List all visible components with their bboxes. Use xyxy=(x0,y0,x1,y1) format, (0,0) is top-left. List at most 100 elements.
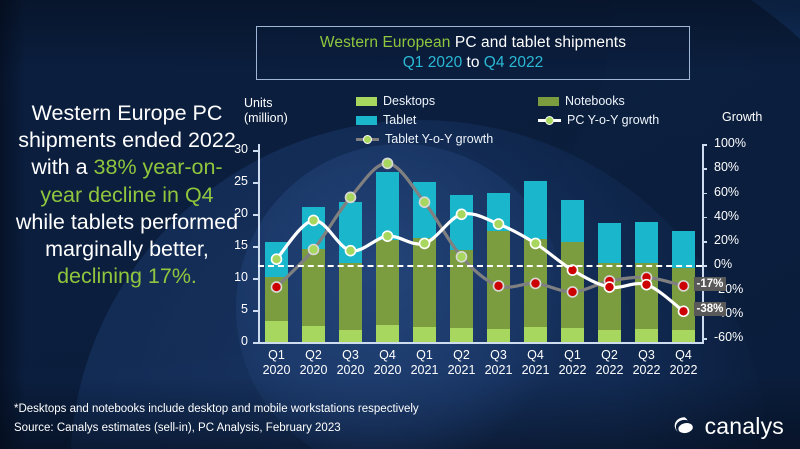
title-period-start: Q1 2020 xyxy=(402,54,463,71)
data-point-tablet-growth xyxy=(455,250,468,263)
right-axis-line xyxy=(702,144,704,344)
legend-item-tablet-growth[interactable]: Tablet Y-o-Y growth xyxy=(356,132,493,146)
right-tick-label: 20% xyxy=(714,233,740,247)
x-label-quarter: Q4 xyxy=(675,348,692,362)
right-tick-label: -60% xyxy=(714,330,744,344)
data-point-tablet-growth xyxy=(270,281,283,293)
bar-segment-desktops xyxy=(635,328,658,342)
bar-segment-desktops xyxy=(339,329,362,342)
y-tick-label: 5 xyxy=(241,302,248,316)
footnote-methodology: *Desktops and notebooks include desktop … xyxy=(14,403,419,415)
bar-segment-tablet xyxy=(524,180,547,239)
y-tick xyxy=(253,214,258,216)
bar-segment-desktops xyxy=(487,328,510,342)
x-axis-label: Q1 2022 xyxy=(550,348,596,378)
legend-label-notebooks: Notebooks xyxy=(565,94,625,108)
bar-segment-tablet xyxy=(450,194,473,251)
x-label-year: 2021 xyxy=(521,363,550,377)
x-axis-label: Q4 2020 xyxy=(365,348,411,378)
x-label-quarter: Q1 xyxy=(416,348,433,362)
legend-item-pc-growth[interactable]: PC Y-o-Y growth xyxy=(538,113,659,127)
canalys-wordmark: canalys xyxy=(704,412,784,439)
legend-item-desktops[interactable]: Desktops xyxy=(356,94,435,108)
stacked-bar xyxy=(413,182,436,342)
canalys-logo: canalys xyxy=(670,412,784,440)
legend-item-tablet[interactable]: Tablet xyxy=(356,113,416,127)
footnotes: *Desktops and notebooks include desktop … xyxy=(14,400,419,438)
legend-swatch-tablet xyxy=(356,115,377,125)
line-pc-growth xyxy=(274,212,686,313)
bar-segment-notebooks xyxy=(487,231,510,329)
legend-item-notebooks[interactable]: Notebooks xyxy=(538,94,625,108)
x-axis-label: Q3 2020 xyxy=(328,348,374,378)
x-label-year: 2020 xyxy=(373,363,402,377)
x-axis-label: Q2 2020 xyxy=(291,348,337,378)
right-tick-label: 100% xyxy=(714,136,746,150)
x-label-year: 2022 xyxy=(632,363,661,377)
data-point-pc-growth xyxy=(566,264,579,276)
x-label-quarter: Q3 xyxy=(490,348,507,362)
bar-segment-desktops xyxy=(376,324,399,342)
stacked-bar xyxy=(302,206,325,342)
x-axis-label: Q2 2022 xyxy=(587,348,633,378)
right-tick xyxy=(702,216,707,219)
y-tick xyxy=(253,246,258,248)
right-tick xyxy=(702,168,707,170)
footnote-source: Source: Canalys estimates (sell-in), PC … xyxy=(14,421,341,434)
bar-segment-desktops xyxy=(413,326,436,342)
stacked-bar xyxy=(561,199,584,342)
headline-part-2: while tablets performed marginally bette… xyxy=(15,209,239,261)
bar-segment-desktops xyxy=(672,330,695,342)
data-point-pc-growth xyxy=(418,237,431,250)
x-axis-label: Q1 2021 xyxy=(402,348,448,378)
title-period-end: Q4 2022 xyxy=(483,54,544,71)
x-label-year: 2021 xyxy=(484,363,513,377)
y-tick xyxy=(253,150,258,152)
bar-segment-tablet xyxy=(635,221,658,264)
data-point-pc-growth xyxy=(492,218,505,230)
headline-text: Western Europe PC shipments ended 2022 w… xyxy=(14,100,240,290)
zero-growth-reference-line xyxy=(258,265,702,268)
right-tick xyxy=(702,338,707,340)
x-label-quarter: Q3 xyxy=(638,348,655,362)
legend-swatch-desktops xyxy=(356,96,377,106)
y-tick xyxy=(253,310,258,312)
bar-segment-desktops xyxy=(561,327,584,342)
x-label-quarter: Q2 xyxy=(305,348,322,362)
data-point-pc-growth xyxy=(307,214,320,227)
line-series-group xyxy=(270,157,690,318)
data-point-pc-growth xyxy=(455,208,468,221)
bar-segment-desktops xyxy=(265,320,288,342)
y-tick xyxy=(253,182,258,184)
right-tick xyxy=(702,265,707,267)
bar-segment-notebooks xyxy=(339,263,362,330)
data-point-tablet-growth xyxy=(492,280,505,292)
chart-legend: Desktops Notebooks Tablet PC Y-o-Y growt… xyxy=(350,94,702,148)
right-tick-label: 60% xyxy=(714,184,740,199)
y-axis-title-line-1: Units xyxy=(244,96,273,110)
bar-segment-notebooks xyxy=(450,250,473,328)
right-tick-label: 80% xyxy=(714,160,740,175)
legend-line-pc-growth xyxy=(538,115,561,126)
data-point-pc-growth xyxy=(270,253,283,265)
x-label-quarter: Q3 xyxy=(342,348,359,362)
x-axis-line xyxy=(258,342,702,344)
data-point-pc-growth xyxy=(603,281,616,293)
legend-swatch-notebooks xyxy=(538,96,559,106)
right-axis-title: Growth xyxy=(722,110,763,124)
stacked-bar xyxy=(672,231,695,342)
data-point-tablet-growth xyxy=(344,191,357,204)
x-axis-label: Q3 2022 xyxy=(624,348,670,378)
data-point-tablet-growth xyxy=(381,157,394,170)
legend-label-tablet: Tablet xyxy=(383,113,417,127)
bar-segment-tablet xyxy=(561,199,584,243)
chart-title-box: Western European PC and tablet shipments… xyxy=(256,26,690,80)
y-tick-label: 15 xyxy=(234,238,248,252)
y-axis-title: Units (million) xyxy=(244,96,288,126)
title-period-joiner: to xyxy=(466,54,480,71)
data-label: -17% xyxy=(693,276,727,291)
x-label-year: 2021 xyxy=(447,363,476,377)
x-label-year: 2021 xyxy=(410,363,439,377)
x-axis-label: Q3 2021 xyxy=(476,348,522,378)
